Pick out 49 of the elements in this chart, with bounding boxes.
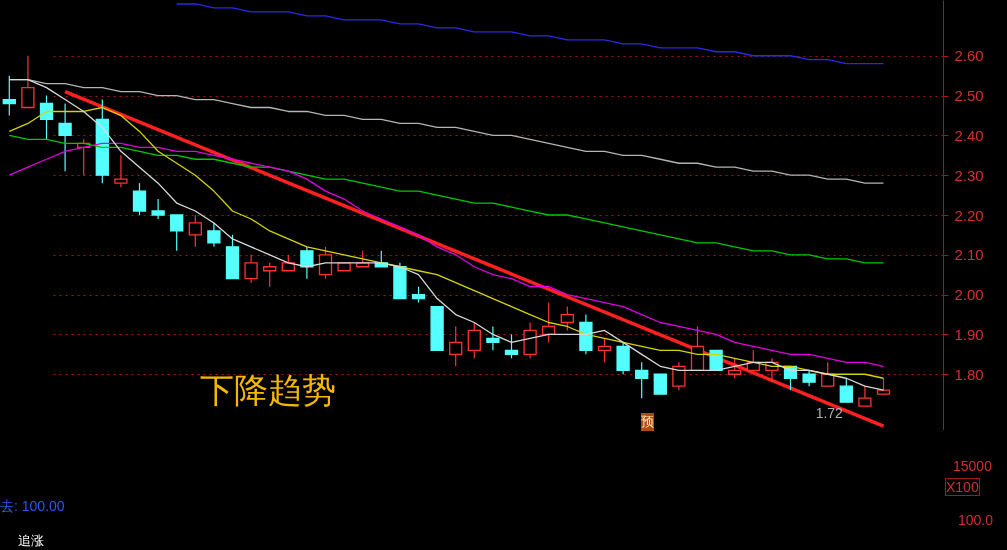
candlestick xyxy=(597,337,612,363)
candlestick xyxy=(653,373,667,395)
text: 去: 100.00 xyxy=(0,498,65,516)
candlestick xyxy=(858,385,872,407)
candlestick xyxy=(486,325,500,351)
candlestick xyxy=(504,333,519,359)
line-series xyxy=(176,3,885,65)
line-series xyxy=(8,142,885,367)
annotation: 下降趋势 xyxy=(200,370,336,411)
annotation: 预 xyxy=(641,413,654,431)
candlestick xyxy=(821,361,835,387)
y-tick-label: 2.10 xyxy=(954,246,984,264)
annotation: 1.72 xyxy=(815,405,844,422)
candlestick xyxy=(244,254,258,284)
candlestick xyxy=(616,341,630,375)
candlestick xyxy=(188,214,202,248)
text: X100 xyxy=(945,478,980,496)
y-tick-label: 2.30 xyxy=(954,166,984,184)
candlestick xyxy=(58,102,72,172)
candlestick xyxy=(2,75,16,117)
candlestick xyxy=(839,377,853,403)
candlestick xyxy=(300,246,314,280)
candlestick xyxy=(523,321,537,359)
line-series xyxy=(8,134,885,264)
candlestick xyxy=(467,321,481,359)
y-tick-label: 1.80 xyxy=(954,365,984,383)
text: 追涨 xyxy=(18,532,44,550)
text: 100.0 xyxy=(958,512,994,528)
candlestick xyxy=(207,222,221,248)
candlestick xyxy=(635,361,649,399)
candlestick xyxy=(114,154,128,188)
candlestick xyxy=(151,198,165,220)
candlestick xyxy=(672,361,686,391)
candlestick xyxy=(170,214,184,252)
candlestick xyxy=(39,94,54,140)
candlestick xyxy=(132,182,147,216)
y-tick-label: 2.40 xyxy=(954,126,984,144)
candlestick xyxy=(21,55,35,109)
candlestick xyxy=(318,246,333,280)
y-tick-label: 2.60 xyxy=(954,47,984,65)
candlestick xyxy=(449,325,463,367)
y-tick-label: 2.50 xyxy=(954,87,984,105)
text: 15000 xyxy=(953,458,992,474)
candlestick xyxy=(560,305,574,332)
y-tick-label: 2.00 xyxy=(954,286,984,304)
candlestick xyxy=(728,357,742,379)
candlestick xyxy=(263,262,277,288)
y-tick-label: 1.90 xyxy=(954,325,984,343)
y-tick-label: 2.20 xyxy=(954,206,984,224)
